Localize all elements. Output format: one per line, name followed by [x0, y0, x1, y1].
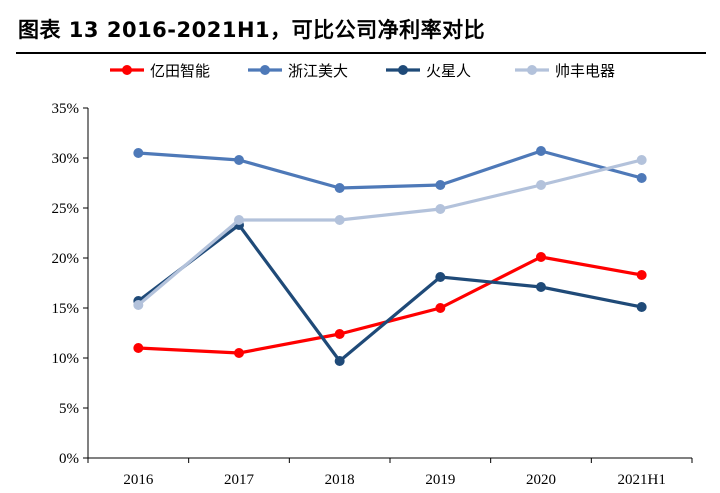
y-tick-label: 15%	[52, 301, 80, 317]
series-line	[137, 158, 643, 307]
data-point	[636, 155, 647, 165]
data-point	[636, 270, 647, 280]
y-tick-label: 5%	[59, 401, 79, 417]
data-point	[234, 348, 244, 358]
y-tick-label: 30%	[52, 151, 80, 167]
data-point	[435, 204, 446, 214]
y-tick-label: 0%	[59, 451, 79, 467]
x-tick-label: 2021H1	[617, 472, 665, 488]
x-tick-label: 2018	[325, 472, 355, 488]
legend-item: 浙江美大	[248, 62, 348, 80]
legend-label: 浙江美大	[288, 62, 348, 80]
legend-item: 亿田智能	[110, 62, 210, 80]
series-lines	[133, 146, 647, 366]
series-0	[133, 252, 647, 358]
legend-label: 火星人	[426, 62, 471, 80]
data-point	[234, 215, 244, 225]
series-line	[138, 255, 642, 355]
legend-label: 亿田智能	[150, 62, 210, 80]
legend-label: 帅丰电器	[555, 62, 615, 80]
data-point	[536, 180, 546, 190]
y-tick-label: 20%	[52, 251, 80, 267]
series-1	[133, 146, 647, 193]
legend-swatch-marker	[260, 65, 270, 75]
data-point	[435, 303, 446, 313]
y-tick-label: 10%	[52, 351, 80, 367]
data-point	[133, 148, 144, 158]
x-tick-label: 2020	[526, 472, 556, 488]
x-tick-label: 2016	[123, 472, 154, 488]
series-3	[133, 155, 647, 310]
data-point	[536, 146, 546, 156]
data-point	[234, 155, 244, 165]
data-point	[334, 356, 345, 366]
legend-swatch-marker	[398, 65, 408, 75]
axes: 0% 5% 10% 15% 20% 25% 30% 35% 2016 2017 2018 2019 20…	[52, 101, 693, 488]
y-tick-label: 25%	[52, 201, 80, 217]
y-tick-label: 35%	[52, 101, 80, 117]
data-point	[334, 183, 345, 193]
data-point	[435, 180, 446, 190]
series-2	[133, 220, 647, 366]
data-point	[133, 343, 144, 353]
legend-item: 帅丰电器	[515, 62, 615, 80]
title-divider	[16, 52, 706, 54]
data-point	[334, 215, 345, 225]
legend-swatch-marker	[527, 65, 537, 75]
data-point	[435, 272, 446, 282]
legend-item: 火星人	[386, 62, 471, 80]
data-point	[133, 300, 144, 310]
data-point	[536, 252, 546, 262]
x-tick-label: 2019	[425, 472, 455, 488]
chart-title: 图表 13 2016-2021H1，可比公司净利率对比	[18, 18, 486, 42]
data-point	[636, 302, 647, 312]
legend-swatch-marker	[122, 65, 132, 75]
data-point	[536, 282, 546, 292]
series-line	[137, 223, 642, 363]
legend: 亿田智能 浙江美大 火星人 帅丰电器	[110, 62, 615, 80]
data-point	[636, 173, 647, 183]
data-point	[334, 329, 345, 339]
x-tick-label: 2017	[224, 472, 255, 488]
series-line	[138, 149, 643, 190]
